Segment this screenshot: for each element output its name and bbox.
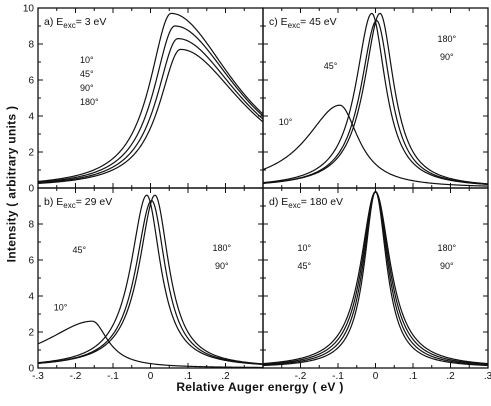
x-tick-label: -.2 xyxy=(295,371,307,382)
series-line-10° xyxy=(262,104,489,187)
y-tick-label: 0 xyxy=(28,364,34,375)
series-label: 90° xyxy=(440,261,454,271)
x-axis-label: Relative Auger energy ( eV ) xyxy=(176,380,344,394)
series-line-90° xyxy=(262,19,489,185)
series-label: 45° xyxy=(80,69,94,79)
y-tick-label: 4 xyxy=(28,112,34,123)
panel-title-subscript: exc xyxy=(63,21,75,30)
series-line-45° xyxy=(37,25,264,183)
x-tick-label: -.1 xyxy=(107,371,119,382)
panel-title-value: = 180 eV xyxy=(301,196,343,208)
series-label: 180° xyxy=(80,97,99,107)
series-label: 180° xyxy=(437,243,456,253)
series-label: 90° xyxy=(440,52,454,62)
series-line-180° xyxy=(37,194,264,365)
panel-title-subscript: exc xyxy=(288,21,300,30)
series-label: 180° xyxy=(437,34,456,44)
panel-title-value: = 3 eV xyxy=(76,16,107,28)
series-label: 10° xyxy=(297,243,311,253)
x-tick-label: .3 xyxy=(484,371,491,382)
panel-title-subscript: exc xyxy=(288,201,300,210)
series-line-10° xyxy=(37,12,264,183)
x-tick-label: .1 xyxy=(409,371,418,382)
panel-a: 0 2 4 6 8 10 a) Eexc= 3 eV 10° 45° 90° 180° xyxy=(23,4,264,195)
panel-title-prefix: b) E xyxy=(44,196,63,208)
y-tick-label: 4 xyxy=(28,292,34,303)
y-tick-label: 2 xyxy=(28,148,34,159)
panel-c: c) Eexc= 45 eV 45° 180° 90° 10° xyxy=(262,7,489,189)
series-label: 45° xyxy=(72,245,86,255)
y-axis-label-text: Intensity ( arbitrary units ) xyxy=(4,105,19,263)
series-label: 10° xyxy=(279,117,293,127)
panel-title-prefix: c) E xyxy=(269,16,288,28)
series-line-10° xyxy=(262,190,489,365)
y-tick-label: 6 xyxy=(28,76,34,87)
panel-d: d) Eexc= 180 eV 10° 45° 180° 90° xyxy=(262,187,489,369)
y-tick-label: 8 xyxy=(28,40,34,51)
panel-title-prefix: d) E xyxy=(269,196,288,208)
x-tick-label: -.3 xyxy=(32,371,44,382)
x-tick-label: .1 xyxy=(184,371,193,382)
y-tick-label: 8 xyxy=(28,220,34,231)
panel-b: 0 2 4 6 8 b) Eexc= 29 eV 45° 180° 90° 10° xyxy=(28,187,264,375)
x-tick-label: .2 xyxy=(446,371,455,382)
y-axis-label: Intensity ( arbitrary units ) xyxy=(2,0,20,368)
series-label: 180° xyxy=(212,243,231,253)
panel-frame xyxy=(37,187,264,369)
series-line-180° xyxy=(262,12,489,185)
x-tick-label: -.1 xyxy=(332,371,344,382)
series-label: 10° xyxy=(80,55,94,65)
x-tick-label: -.2 xyxy=(70,371,82,382)
series-line-10° xyxy=(37,320,263,369)
series-line-45° xyxy=(37,194,264,366)
panel-frame xyxy=(37,7,264,189)
panel-title: d) Eexc= 180 eV xyxy=(269,196,343,210)
panel-frame xyxy=(262,187,489,369)
panel-title-value: = 29 eV xyxy=(76,196,113,208)
y-tick-label: 0 xyxy=(28,184,34,195)
panel-title-subscript: exc xyxy=(63,201,75,210)
panel-title: a) Eexc= 3 eV xyxy=(44,16,106,30)
series-line-90° xyxy=(37,199,264,365)
y-tick-label: 2 xyxy=(28,328,34,339)
x-tick-label: 0 xyxy=(148,371,154,382)
panel-title-prefix: a) E xyxy=(44,16,63,28)
series-line-45° xyxy=(262,190,489,365)
series-label: 10° xyxy=(54,302,68,312)
series-line-180° xyxy=(262,190,489,367)
panel-title: b) Eexc= 29 eV xyxy=(44,196,112,210)
series-line-90° xyxy=(37,38,264,184)
series-label: 45° xyxy=(297,261,311,271)
y-tick-label: 10 xyxy=(23,4,35,15)
y-tick-label: 6 xyxy=(28,256,34,267)
series-line-90° xyxy=(262,190,489,366)
panel-title: c) Eexc= 45 eV xyxy=(269,16,337,30)
series-label: 90° xyxy=(80,83,94,93)
panel-title-value: = 45 eV xyxy=(300,16,337,28)
x-tick-label: .2 xyxy=(221,371,230,382)
x-tick-label: 0 xyxy=(373,371,379,382)
series-label: 90° xyxy=(215,261,229,271)
series-label: 45° xyxy=(324,61,338,71)
series-line-180° xyxy=(37,48,264,185)
